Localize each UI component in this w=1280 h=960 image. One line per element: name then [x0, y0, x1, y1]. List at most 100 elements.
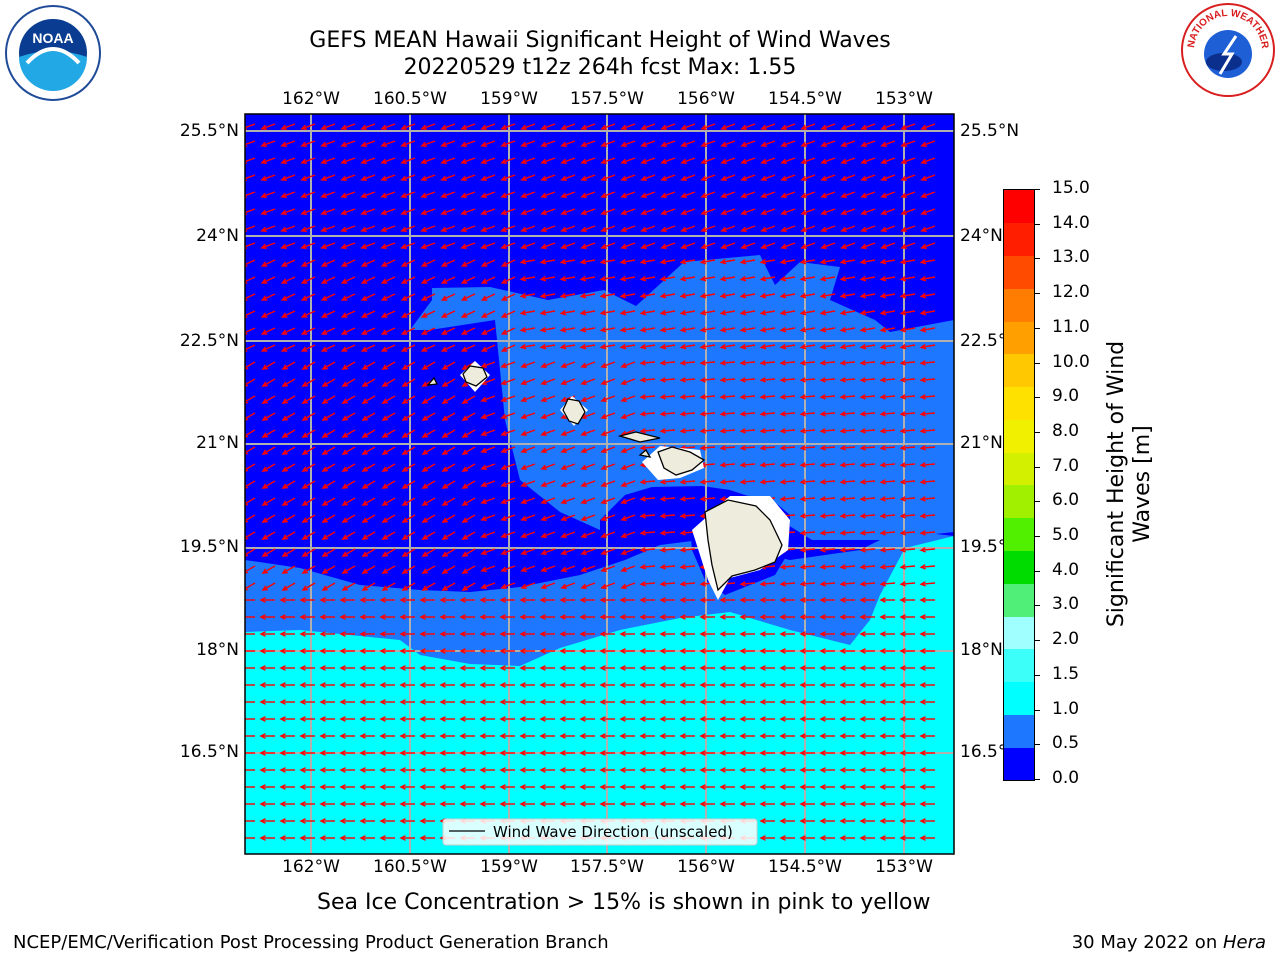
- wind-wave-arrowhead: [919, 360, 926, 366]
- wind-wave-arrowhead: [659, 496, 666, 502]
- wind-wave-arrowhead: [540, 209, 547, 215]
- wind-wave-arrowhead: [480, 498, 487, 504]
- wind-wave-arrow: [441, 140, 456, 147]
- wind-wave-arrowhead: [779, 665, 786, 671]
- wind-wave-arrowhead: [361, 534, 368, 540]
- wind-wave-arrowhead: [579, 801, 586, 807]
- wind-wave-arrowhead: [379, 665, 386, 671]
- wind-wave-arrowhead: [720, 243, 727, 249]
- wind-wave-arrow: [561, 531, 576, 538]
- wind-wave-arrowhead: [360, 158, 367, 164]
- wind-wave-arrowhead: [839, 292, 847, 299]
- wind-wave-arrowhead: [619, 275, 627, 282]
- wind-wave-arrow: [641, 429, 656, 432]
- wind-wave-arrowhead: [500, 379, 507, 385]
- wind-wave-arrowhead: [699, 801, 706, 807]
- wind-wave-arrow: [821, 174, 836, 181]
- wind-wave-arrowhead: [719, 750, 726, 756]
- wind-wave-arrowhead: [720, 175, 727, 181]
- wind-wave-arrow: [482, 327, 496, 335]
- wind-wave-arrow: [362, 446, 376, 455]
- wind-wave-arrow: [282, 310, 296, 318]
- wind-wave-arrowhead: [500, 261, 508, 267]
- lon-tick-top: 156°W: [677, 89, 735, 109]
- wind-wave-arrow: [721, 157, 736, 164]
- wind-wave-arrowhead: [819, 326, 827, 333]
- wind-wave-arrow: [661, 497, 676, 500]
- lat-tick-left: 22.5°N: [179, 331, 239, 351]
- wind-wave-arrowhead: [860, 209, 867, 215]
- wind-wave-arrowhead: [659, 547, 666, 553]
- wind-wave-arrow: [462, 514, 476, 523]
- wind-wave-arrowhead: [879, 716, 886, 722]
- wind-wave-arrow: [761, 276, 776, 281]
- wind-wave-arrowhead: [441, 398, 448, 404]
- colorbar-segment: [1004, 419, 1034, 453]
- chart-title-line1: GEFS MEAN Hawaii Significant Height of W…: [309, 28, 891, 53]
- wind-wave-arrowhead: [300, 175, 307, 181]
- wind-wave-arrowhead: [381, 415, 388, 421]
- wind-wave-arrow: [561, 344, 576, 349]
- wind-wave-arrow: [881, 174, 896, 181]
- wind-wave-arrowhead: [839, 767, 846, 773]
- wind-wave-arrow: [461, 242, 476, 249]
- wind-wave-arrowhead: [739, 292, 747, 299]
- colorbar-tick-mark: [1034, 744, 1040, 746]
- wind-wave-arrowhead: [360, 141, 367, 147]
- wind-wave-arrow: [861, 582, 876, 585]
- wind-wave-arrowhead: [319, 784, 326, 790]
- wind-wave-arrowhead: [299, 648, 306, 654]
- wind-wave-arrow: [245, 344, 256, 351]
- wind-wave-arrowhead: [281, 500, 288, 506]
- wind-wave-arrowhead: [419, 818, 426, 824]
- wind-wave-arrowhead: [839, 513, 846, 519]
- wind-wave-arrow: [262, 276, 276, 284]
- wind-wave-arrowhead: [899, 750, 906, 756]
- wind-wave-arrow: [342, 395, 356, 404]
- wind-wave-arrow: [561, 497, 576, 504]
- wind-wave-arrow: [781, 208, 796, 215]
- wind-wave-arrowhead: [399, 699, 406, 705]
- wind-wave-arrow: [721, 276, 736, 281]
- wind-wave-arrowhead: [300, 295, 308, 301]
- wind-wave-arrow: [701, 140, 716, 147]
- wind-wave-arrow: [541, 429, 556, 436]
- wind-wave-arrowhead: [760, 243, 767, 249]
- wind-wave-arrowhead: [859, 428, 866, 434]
- wind-wave-arrowhead: [379, 818, 386, 824]
- wind-wave-arrowhead: [839, 784, 846, 790]
- wind-wave-arrowhead: [340, 141, 347, 147]
- wind-wave-arrow: [402, 548, 416, 557]
- wind-wave-arrowhead: [719, 767, 726, 773]
- wind-wave-arrow: [801, 497, 816, 500]
- wind-wave-arrow: [761, 412, 776, 415]
- wind-wave-arrowhead: [360, 226, 367, 232]
- wind-wave-arrowhead: [739, 733, 746, 739]
- wind-wave-arrowhead: [359, 682, 366, 688]
- wind-wave-arrowhead: [559, 631, 566, 637]
- wind-wave-arrow: [821, 259, 836, 264]
- colorbar: [1003, 189, 1035, 781]
- wind-wave-arrowhead: [739, 801, 746, 807]
- wind-wave-arrowhead: [720, 158, 727, 164]
- wind-wave-arrowhead: [560, 498, 567, 504]
- wind-wave-arrow: [921, 225, 936, 232]
- wind-wave-arrowhead: [401, 483, 408, 489]
- wind-wave-arrowhead: [539, 682, 546, 688]
- wind-wave-arrow: [741, 208, 756, 215]
- wind-wave-arrowhead: [520, 226, 527, 232]
- wind-wave-arrowhead: [679, 547, 686, 553]
- wind-wave-arrow: [561, 157, 576, 164]
- wind-wave-arrowhead: [559, 597, 566, 603]
- wind-wave-arrowhead: [380, 346, 388, 352]
- wind-wave-arrow: [761, 446, 776, 449]
- wind-wave-arrowhead: [600, 175, 607, 181]
- colorbar-tick-mark: [1034, 258, 1040, 260]
- wind-wave-arrowhead: [319, 648, 326, 654]
- wind-wave-arrow: [821, 123, 836, 130]
- wind-wave-arrow: [245, 497, 256, 505]
- wind-wave-arrowhead: [760, 226, 767, 232]
- wind-wave-arrowhead: [361, 585, 368, 591]
- wind-wave-arrowhead: [340, 261, 348, 267]
- wind-wave-arrowhead: [919, 614, 926, 620]
